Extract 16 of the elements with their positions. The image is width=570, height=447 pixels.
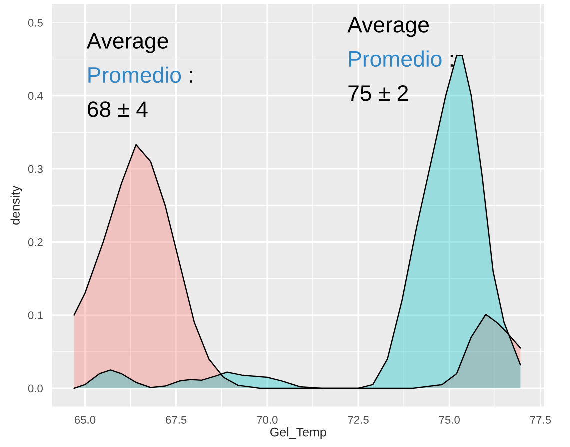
y-tick-label: 0.1 xyxy=(28,312,43,320)
y-tick-label: 0.2 xyxy=(28,238,43,246)
x-tick-label: 65.0 xyxy=(74,416,96,424)
y-tick-label: 0.3 xyxy=(28,165,43,174)
x-tick-label: 77.5 xyxy=(530,416,552,424)
text: Average Promedio : 68 ± 4 xyxy=(86,33,192,118)
x-axis-title: Gel_Temp xyxy=(270,428,326,440)
x-tick-label: 67.5 xyxy=(166,416,187,424)
text: Average Promedio : 75 ± 2 xyxy=(348,17,454,102)
y-tick-label: 0.5 xyxy=(28,19,43,27)
y-tick-label: 0.0 xyxy=(28,384,43,393)
x-tick-label: 72.5 xyxy=(348,416,369,424)
y-tick-label: 0.4 xyxy=(28,92,44,100)
x-tick-label: 75.0 xyxy=(439,416,460,424)
x-tick-label: 70.0 xyxy=(257,416,278,424)
y-axis-title: density xyxy=(10,186,22,225)
